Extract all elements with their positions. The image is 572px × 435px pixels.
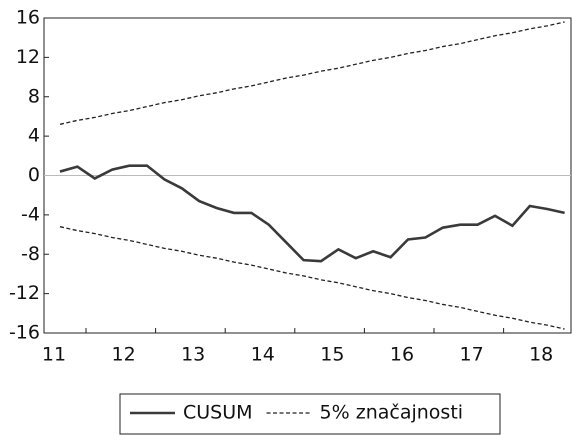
- x-tick-label: 15: [320, 344, 344, 366]
- y-tick-label: 16: [16, 7, 40, 29]
- legend-label: 5% značajnosti: [320, 402, 464, 424]
- y-tick-label: 8: [28, 85, 40, 107]
- x-tick-label: 11: [42, 344, 66, 366]
- y-tick-label: 4: [28, 125, 40, 147]
- y-tick-label: -12: [9, 282, 40, 304]
- y-tick-label: 0: [28, 164, 40, 186]
- series-line: [59, 21, 565, 125]
- x-tick-label: 17: [460, 344, 484, 366]
- legend-label: CUSUM: [183, 402, 253, 424]
- x-tick-label: 13: [181, 344, 205, 366]
- y-tick-label: 12: [16, 46, 40, 68]
- x-tick-label: 18: [529, 344, 553, 366]
- y-tick-label: -4: [21, 203, 40, 225]
- x-tick-label: 12: [112, 344, 136, 366]
- series-line: [59, 164, 565, 263]
- x-tick-label: 16: [390, 344, 414, 366]
- y-tick-label: -16: [9, 322, 40, 344]
- series-line: [59, 226, 565, 330]
- x-tick-label: 14: [251, 344, 275, 366]
- legend-box: [119, 393, 501, 435]
- y-tick-label: -8: [21, 243, 40, 265]
